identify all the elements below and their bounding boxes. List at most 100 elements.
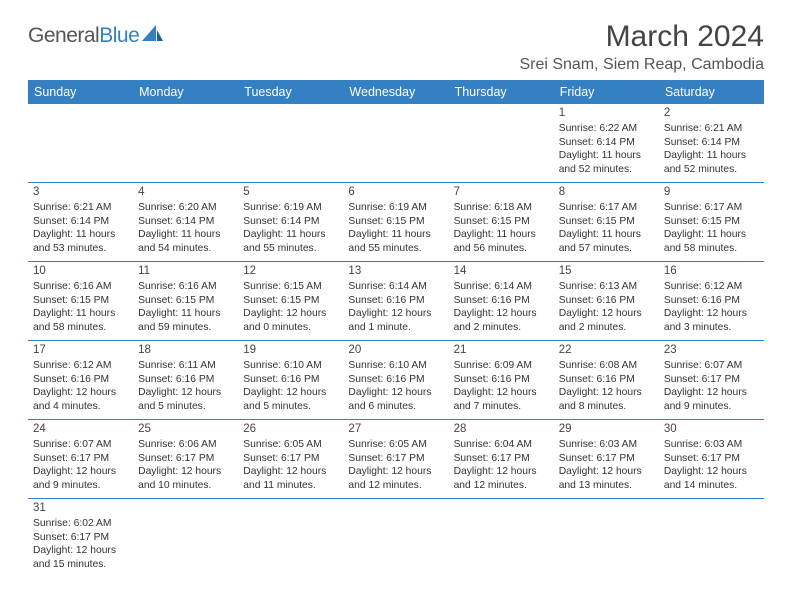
sunset-text: Sunset: 6:16 PM: [348, 373, 443, 387]
sunrise-text: Sunrise: 6:13 AM: [559, 280, 654, 294]
daylight-text: and 12 minutes.: [348, 479, 443, 493]
daylight-text: Daylight: 12 hours: [138, 465, 233, 479]
day-number: 12: [243, 264, 338, 279]
daylight-text: Daylight: 11 hours: [33, 307, 128, 321]
daylight-text: Daylight: 12 hours: [33, 386, 128, 400]
calendar-day: 4Sunrise: 6:20 AMSunset: 6:14 PMDaylight…: [133, 183, 238, 262]
calendar-empty: [133, 104, 238, 183]
logo: GeneralBlue: [28, 24, 164, 48]
calendar-day: 6Sunrise: 6:19 AMSunset: 6:15 PMDaylight…: [343, 183, 448, 262]
daylight-text: Daylight: 11 hours: [454, 228, 549, 242]
day-number: 19: [243, 343, 338, 358]
day-number: 15: [559, 264, 654, 279]
daylight-text: Daylight: 11 hours: [138, 228, 233, 242]
sunset-text: Sunset: 6:16 PM: [243, 373, 338, 387]
daylight-text: Daylight: 12 hours: [664, 386, 759, 400]
sunrise-text: Sunrise: 6:19 AM: [243, 201, 338, 215]
day-number: 26: [243, 422, 338, 437]
daylight-text: and 6 minutes.: [348, 400, 443, 414]
daylight-text: and 56 minutes.: [454, 242, 549, 256]
sunrise-text: Sunrise: 6:03 AM: [664, 438, 759, 452]
calendar-day: 14Sunrise: 6:14 AMSunset: 6:16 PMDayligh…: [449, 262, 554, 341]
weekday-row: SundayMondayTuesdayWednesdayThursdayFrid…: [28, 80, 764, 104]
calendar-day: 2Sunrise: 6:21 AMSunset: 6:14 PMDaylight…: [659, 104, 764, 183]
daylight-text: Daylight: 12 hours: [559, 465, 654, 479]
daylight-text: Daylight: 11 hours: [559, 149, 654, 163]
sunrise-text: Sunrise: 6:02 AM: [33, 517, 128, 531]
daylight-text: Daylight: 12 hours: [243, 386, 338, 400]
daylight-text: and 2 minutes.: [559, 321, 654, 335]
sunrise-text: Sunrise: 6:05 AM: [348, 438, 443, 452]
daylight-text: Daylight: 11 hours: [33, 228, 128, 242]
sunrise-text: Sunrise: 6:16 AM: [33, 280, 128, 294]
daylight-text: and 54 minutes.: [138, 242, 233, 256]
calendar-day: 29Sunrise: 6:03 AMSunset: 6:17 PMDayligh…: [554, 420, 659, 499]
sunrise-text: Sunrise: 6:22 AM: [559, 122, 654, 136]
sunset-text: Sunset: 6:17 PM: [243, 452, 338, 466]
calendar-day: 15Sunrise: 6:13 AMSunset: 6:16 PMDayligh…: [554, 262, 659, 341]
calendar-day: 26Sunrise: 6:05 AMSunset: 6:17 PMDayligh…: [238, 420, 343, 499]
sunset-text: Sunset: 6:15 PM: [33, 294, 128, 308]
weekday-header: Friday: [554, 80, 659, 104]
daylight-text: and 12 minutes.: [454, 479, 549, 493]
day-number: 22: [559, 343, 654, 358]
calendar-day: 17Sunrise: 6:12 AMSunset: 6:16 PMDayligh…: [28, 341, 133, 420]
calendar-body: 1Sunrise: 6:22 AMSunset: 6:14 PMDaylight…: [28, 104, 764, 577]
calendar-day: 19Sunrise: 6:10 AMSunset: 6:16 PMDayligh…: [238, 341, 343, 420]
sunset-text: Sunset: 6:14 PM: [243, 215, 338, 229]
daylight-text: Daylight: 12 hours: [664, 465, 759, 479]
sunrise-text: Sunrise: 6:09 AM: [454, 359, 549, 373]
daylight-text: Daylight: 11 hours: [664, 149, 759, 163]
daylight-text: and 9 minutes.: [33, 479, 128, 493]
day-number: 24: [33, 422, 128, 437]
day-number: 14: [454, 264, 549, 279]
sunrise-text: Sunrise: 6:14 AM: [348, 280, 443, 294]
day-number: 16: [664, 264, 759, 279]
day-number: 13: [348, 264, 443, 279]
daylight-text: Daylight: 12 hours: [454, 386, 549, 400]
daylight-text: and 9 minutes.: [664, 400, 759, 414]
calendar-day: 18Sunrise: 6:11 AMSunset: 6:16 PMDayligh…: [133, 341, 238, 420]
daylight-text: and 15 minutes.: [33, 558, 128, 572]
daylight-text: and 11 minutes.: [243, 479, 338, 493]
daylight-text: Daylight: 12 hours: [664, 307, 759, 321]
sunset-text: Sunset: 6:17 PM: [664, 452, 759, 466]
weekday-header: Sunday: [28, 80, 133, 104]
sunset-text: Sunset: 6:14 PM: [664, 136, 759, 150]
calendar-day: 24Sunrise: 6:07 AMSunset: 6:17 PMDayligh…: [28, 420, 133, 499]
daylight-text: and 55 minutes.: [348, 242, 443, 256]
calendar-week: 31Sunrise: 6:02 AMSunset: 6:17 PMDayligh…: [28, 499, 764, 578]
daylight-text: and 52 minutes.: [664, 163, 759, 177]
sunset-text: Sunset: 6:16 PM: [138, 373, 233, 387]
sunrise-text: Sunrise: 6:04 AM: [454, 438, 549, 452]
day-number: 30: [664, 422, 759, 437]
sunset-text: Sunset: 6:15 PM: [348, 215, 443, 229]
daylight-text: Daylight: 11 hours: [559, 228, 654, 242]
sunset-text: Sunset: 6:17 PM: [348, 452, 443, 466]
daylight-text: and 8 minutes.: [559, 400, 654, 414]
calendar-empty: [343, 499, 448, 578]
calendar-empty: [659, 499, 764, 578]
daylight-text: and 3 minutes.: [664, 321, 759, 335]
day-number: 31: [33, 501, 128, 516]
calendar-empty: [343, 104, 448, 183]
weekday-header: Wednesday: [343, 80, 448, 104]
title-block: March 2024 Srei Snam, Siem Reap, Cambodi…: [519, 20, 764, 74]
day-number: 2: [664, 106, 759, 121]
daylight-text: Daylight: 12 hours: [348, 386, 443, 400]
header: GeneralBlue March 2024 Srei Snam, Siem R…: [28, 20, 764, 74]
sunset-text: Sunset: 6:15 PM: [454, 215, 549, 229]
sunset-text: Sunset: 6:16 PM: [559, 373, 654, 387]
sunrise-text: Sunrise: 6:11 AM: [138, 359, 233, 373]
daylight-text: Daylight: 12 hours: [348, 465, 443, 479]
calendar-week: 10Sunrise: 6:16 AMSunset: 6:15 PMDayligh…: [28, 262, 764, 341]
day-number: 10: [33, 264, 128, 279]
calendar-empty: [449, 499, 554, 578]
calendar-week: 17Sunrise: 6:12 AMSunset: 6:16 PMDayligh…: [28, 341, 764, 420]
sunset-text: Sunset: 6:15 PM: [664, 215, 759, 229]
daylight-text: Daylight: 12 hours: [243, 307, 338, 321]
sunrise-text: Sunrise: 6:10 AM: [243, 359, 338, 373]
sunset-text: Sunset: 6:14 PM: [138, 215, 233, 229]
calendar-day: 8Sunrise: 6:17 AMSunset: 6:15 PMDaylight…: [554, 183, 659, 262]
calendar-day: 9Sunrise: 6:17 AMSunset: 6:15 PMDaylight…: [659, 183, 764, 262]
